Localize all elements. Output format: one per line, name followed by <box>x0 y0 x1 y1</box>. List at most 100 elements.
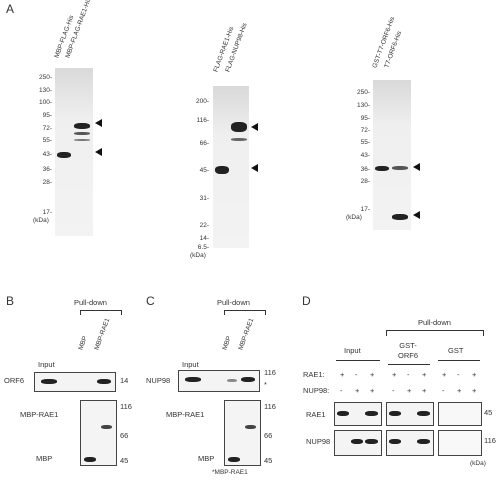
lane-label: MBP-RAE1 <box>93 317 112 351</box>
unit-label: (kDa) <box>470 460 486 467</box>
sign: + <box>392 370 397 379</box>
blot-band <box>389 411 401 416</box>
size-marker: 14 <box>120 376 129 385</box>
input-label: Input <box>38 360 55 369</box>
size-marker: 6.5- <box>197 244 209 251</box>
gel-band <box>74 123 90 129</box>
blot-nup98-input <box>334 430 382 456</box>
blot-band <box>365 411 378 416</box>
blot-band <box>101 425 112 429</box>
blot-band <box>417 411 430 416</box>
blot-band <box>365 439 378 444</box>
unit-label: (kDa) <box>190 252 206 259</box>
sign: - <box>407 370 410 379</box>
panel-label-a: A <box>6 2 15 16</box>
gel-band <box>74 132 90 135</box>
size-marker: 116 <box>484 436 496 445</box>
size-marker: 66- <box>199 140 209 147</box>
sign: + <box>422 370 427 379</box>
sign: + <box>355 386 360 395</box>
row-label: ORF6 <box>4 376 25 385</box>
size-marker: 200- <box>195 98 209 105</box>
size-marker: 43- <box>42 151 52 158</box>
sign: - <box>340 386 343 395</box>
sign: + <box>472 370 477 379</box>
blot-rae1-input <box>334 402 382 426</box>
size-marker: 66 <box>264 431 273 440</box>
pulldown-bracket <box>386 330 484 336</box>
gel-band <box>375 166 389 171</box>
sign: + <box>340 370 345 379</box>
group-underline <box>388 364 430 365</box>
size-marker: 66 <box>120 431 129 440</box>
panel-label-b: B <box>6 294 15 308</box>
gel-band <box>215 166 229 174</box>
gel-band <box>231 138 247 141</box>
blot-band <box>41 379 57 384</box>
blot-band <box>185 377 201 382</box>
blot-band <box>241 377 255 382</box>
blot-band <box>389 439 401 444</box>
size-marker: 17- <box>360 206 370 213</box>
size-marker: 55- <box>360 139 370 146</box>
unit-label: (kDa) <box>33 217 49 224</box>
blot-band <box>228 457 240 462</box>
arrowhead-icon <box>413 163 420 171</box>
size-marker: 95- <box>42 112 52 119</box>
sign: + <box>457 386 462 395</box>
pulldown-label: Pull-down <box>74 298 107 307</box>
lane-label: MBP <box>221 335 233 351</box>
size-marker: 17- <box>42 209 52 216</box>
row-label: RAE1 <box>306 410 326 419</box>
gel-band <box>392 166 408 170</box>
size-marker: 250- <box>38 74 52 81</box>
size-marker: 72- <box>360 127 370 134</box>
size-marker: 45 <box>264 456 273 465</box>
sign: - <box>392 386 395 395</box>
sign: + <box>422 386 427 395</box>
size-marker: 95- <box>360 115 370 122</box>
group-label: Input <box>344 346 361 355</box>
input-label: Input <box>182 360 199 369</box>
row-label: MBP <box>198 454 215 463</box>
blot-nup98-gst-orf6 <box>386 430 434 456</box>
panel-label-c: C <box>146 294 155 308</box>
row-label: MBP-RAE1 <box>20 410 59 419</box>
row-label: NUP98 <box>146 376 171 385</box>
row-label: NUP98 <box>306 437 331 446</box>
gel-image <box>373 80 411 230</box>
panel-label-d: D <box>302 294 311 308</box>
blot-mbp-rae1 <box>80 400 117 466</box>
gel-image <box>213 86 249 248</box>
pulldown-label: Pull-down <box>418 318 451 327</box>
arrowhead-icon <box>95 119 102 127</box>
size-marker: 28- <box>360 178 370 185</box>
blot-band <box>337 411 349 416</box>
blot-band <box>97 379 111 384</box>
size-marker: 45- <box>199 167 209 174</box>
sign: + <box>407 386 412 395</box>
blot-band <box>351 439 363 444</box>
arrowhead-icon <box>413 211 420 219</box>
size-marker: 116 <box>120 402 132 411</box>
lane-label: MBP-RAE1 <box>237 317 256 351</box>
blot-nup98 <box>178 370 260 392</box>
arrowhead-icon <box>251 164 258 172</box>
size-marker: 116 <box>264 402 276 411</box>
lane-label: MBP <box>77 335 89 351</box>
gel-band <box>57 152 71 158</box>
size-marker: 36- <box>360 166 370 173</box>
group-label: GST- ORF6 <box>398 341 419 360</box>
size-marker: 36- <box>42 166 52 173</box>
footnote: *MBP-RAE1 <box>212 469 248 476</box>
size-marker: 31- <box>199 195 209 202</box>
size-marker: 28- <box>42 179 52 186</box>
blot-band <box>227 379 237 382</box>
blot-rae1-gst-orf6 <box>386 402 434 426</box>
size-marker: 72- <box>42 125 52 132</box>
blot-nup98-gst <box>438 430 482 456</box>
size-marker: 130- <box>38 87 52 94</box>
arrowhead-icon <box>251 123 258 131</box>
size-marker: 45 <box>484 408 493 417</box>
size-marker: 22- <box>199 222 209 229</box>
